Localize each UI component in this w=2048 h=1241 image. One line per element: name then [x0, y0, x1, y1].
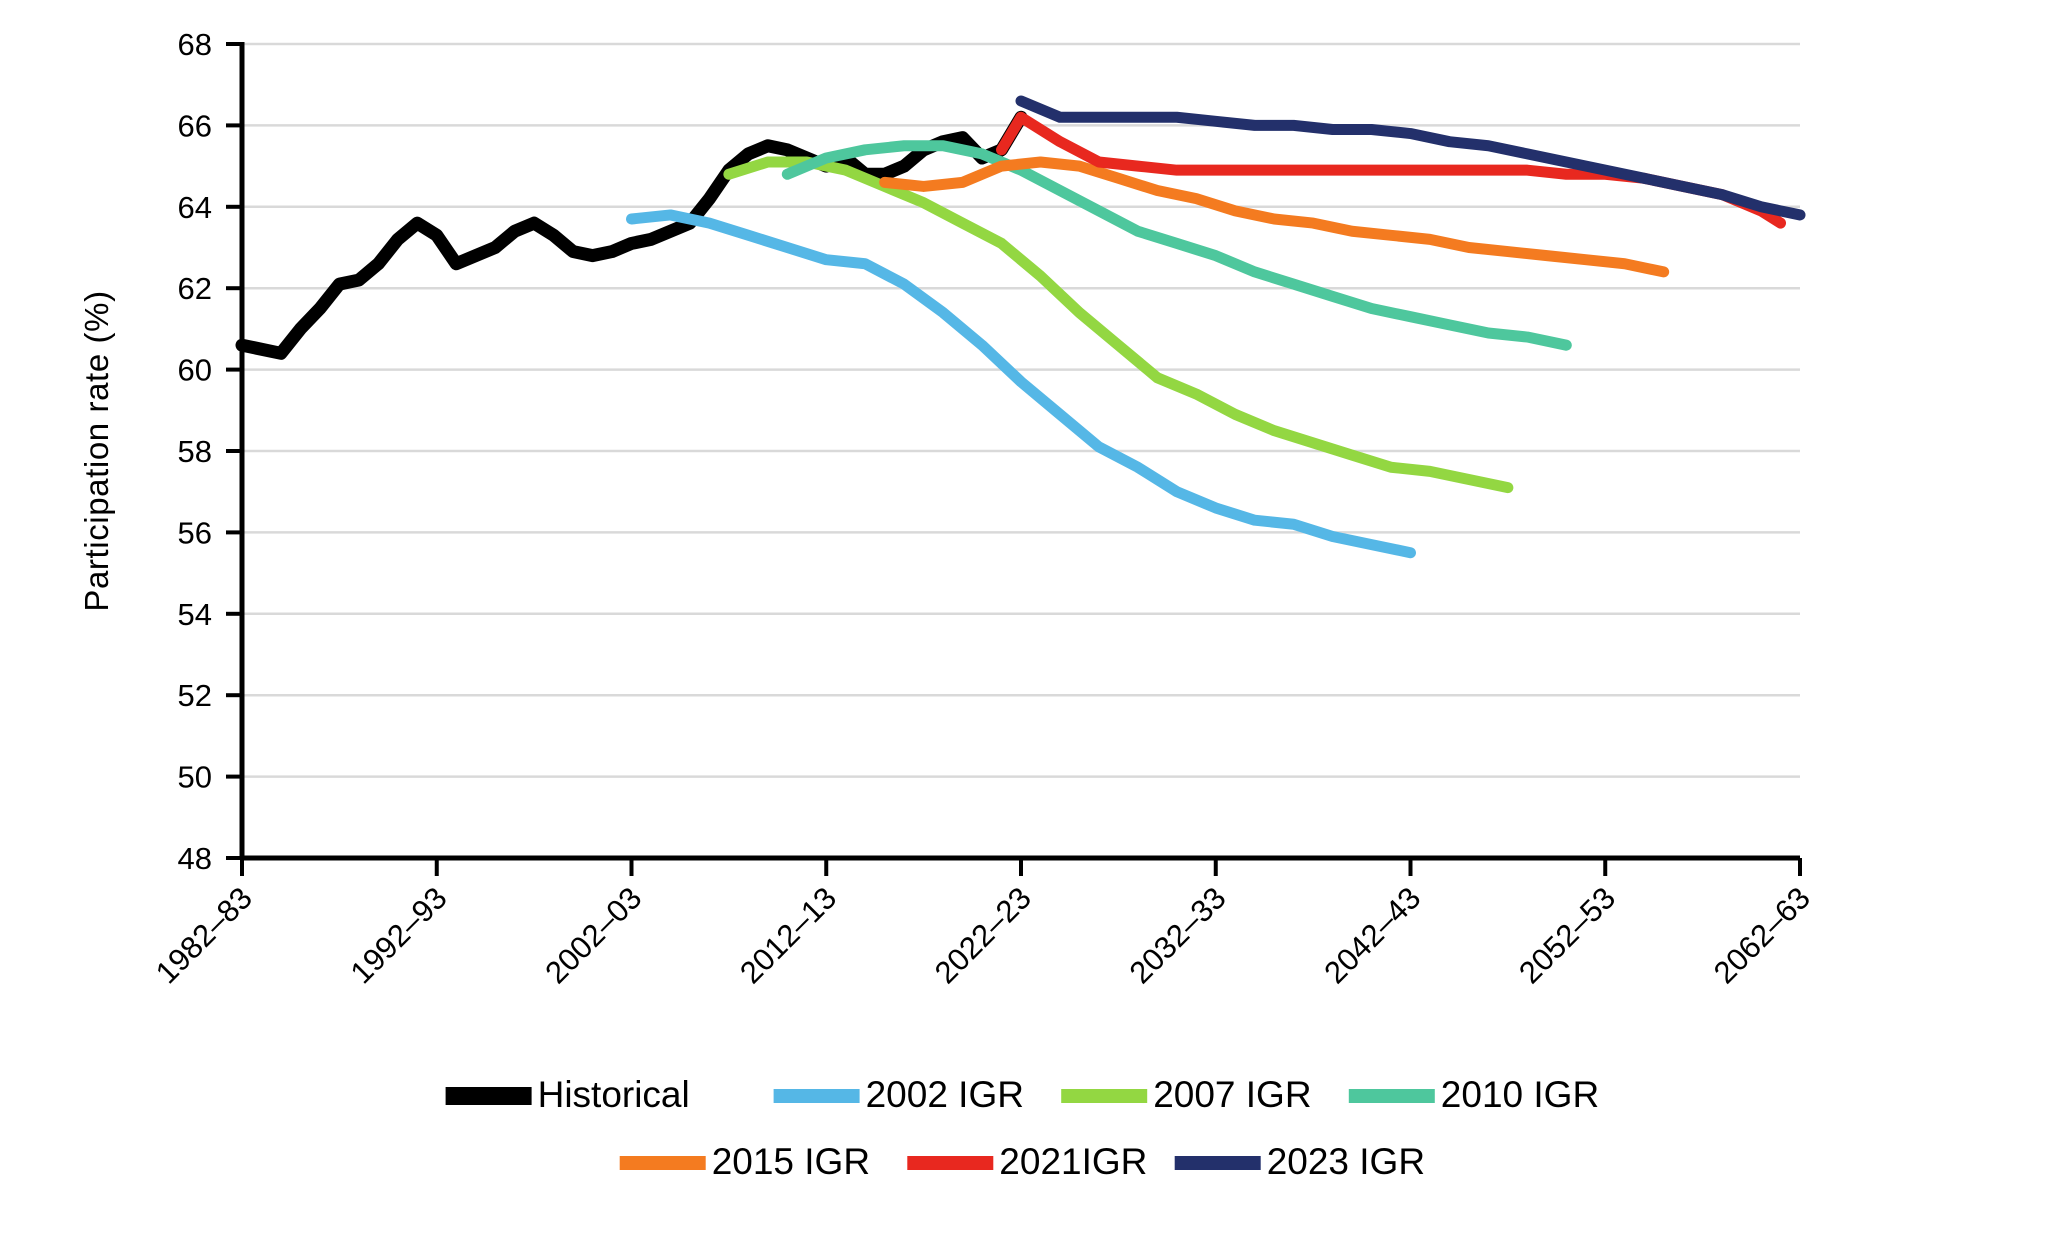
- axes: [226, 42, 1802, 876]
- legend-item[interactable]: Historical: [445, 1074, 690, 1115]
- x-tick-label: 2062–63: [1707, 880, 1817, 990]
- legend-item[interactable]: 2021IGR: [907, 1141, 1147, 1182]
- legend-label: 2007 IGR: [1153, 1074, 1311, 1115]
- gridlines: [242, 42, 1800, 860]
- y-tick-label: 66: [178, 108, 212, 143]
- series-line-2023-igr: [1015, 95, 1806, 221]
- series-line-2002-igr: [626, 209, 1416, 559]
- y-tick-label: 48: [178, 841, 212, 876]
- y-tick-label: 52: [178, 678, 212, 713]
- series-line-2010-igr: [781, 140, 1572, 351]
- legend-label: 2010 IGR: [1441, 1074, 1599, 1115]
- x-tick-label: 1992–93: [344, 880, 454, 990]
- x-tick-label: 2042–43: [1317, 880, 1427, 990]
- legend-label: Historical: [538, 1074, 690, 1115]
- y-tick-label: 58: [178, 434, 212, 469]
- legend-item[interactable]: 2007 IGR: [1061, 1074, 1312, 1115]
- series-line-2007-igr: [723, 156, 1514, 494]
- legend-label: 2002 IGR: [866, 1074, 1024, 1115]
- y-tick-label: 68: [178, 27, 212, 62]
- series-line-historical: [235, 110, 1028, 360]
- y-axis-title-text: Participation rate (%): [78, 290, 115, 611]
- series-line-2015-igr: [879, 156, 1670, 278]
- x-tick-label: 2052–53: [1512, 880, 1622, 990]
- x-tick-label: 2002–03: [538, 880, 648, 990]
- y-tick-label: 64: [178, 190, 212, 225]
- y-tick-label: 54: [178, 597, 212, 632]
- y-axis-title: Participation rate (%): [78, 290, 115, 611]
- series-lines: [235, 95, 1806, 559]
- x-tick-label: 1982–83: [149, 880, 259, 990]
- x-tick-labels: 1982–83 1992–93 2002–03 2012–13 2022–23 2032–…: [149, 880, 1817, 990]
- legend-label: 2023 IGR: [1267, 1141, 1425, 1182]
- y-tick-label: 62: [178, 271, 212, 306]
- y-tick-label: 50: [178, 760, 212, 795]
- legend-label: 2021IGR: [999, 1141, 1147, 1182]
- legend-item[interactable]: 2015 IGR: [619, 1141, 870, 1182]
- chart-legend: Historical 2002 IGR 2007 IGR 2010 IGR 2015 I…: [445, 1074, 1599, 1182]
- legend-label: 2015 IGR: [712, 1141, 870, 1182]
- y-tick-label: 60: [178, 353, 212, 388]
- legend-item[interactable]: 2010 IGR: [1348, 1074, 1599, 1115]
- x-tick-label: 2032–33: [1123, 880, 1233, 990]
- legend-item[interactable]: 2023 IGR: [1174, 1141, 1425, 1182]
- y-tick-label: 56: [178, 515, 212, 550]
- legend-item[interactable]: 2002 IGR: [773, 1074, 1024, 1115]
- x-tick-label: 2022–23: [928, 880, 1038, 990]
- y-tick-labels: 48 50 52 54 56 58 60 62 64 66 68: [178, 27, 212, 876]
- x-tick-label: 2012–13: [733, 880, 843, 990]
